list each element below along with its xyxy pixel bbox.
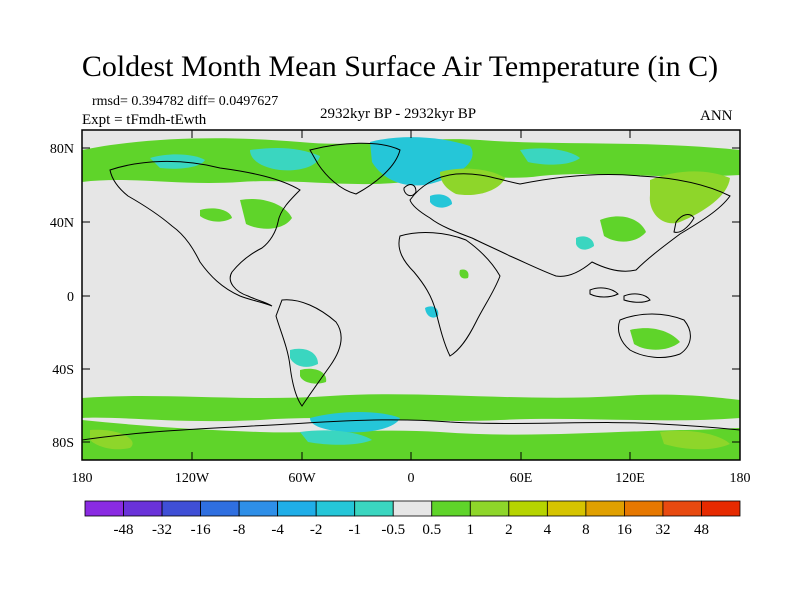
colorbar-swatch [161,500,201,517]
lat-axis: 80N 40N 0 40S 80S [50,142,740,451]
season-label: ANN [700,108,733,124]
colorbar-label: 32 [655,522,670,538]
lat-tick-label: 80N [50,142,74,157]
colorbar-swatch [701,500,741,517]
colorbar-label: -32 [152,522,172,538]
lat-tick-label: 40S [52,363,74,378]
lon-tick-label: 60W [288,471,316,486]
colorbar-label: -1 [348,522,361,538]
colorbar-swatch [84,500,124,517]
lon-tick-label: 120W [175,471,210,486]
lon-tick-label: 120E [615,471,645,486]
colorbar-swatch [469,500,510,517]
colorbar-label: 4 [544,522,552,538]
colorbar-swatch [200,500,240,517]
colorbar-label: -16 [191,522,211,538]
colorbar-label: 2 [505,522,513,538]
lon-tick-label: 0 [408,471,415,486]
colorbar-label: -2 [310,522,323,538]
colorbar-label: 16 [617,522,633,538]
colorbar-swatch [624,500,664,517]
colorbar-swatch [585,500,625,517]
colorbar-swatch [662,500,702,517]
colorbar-label: -4 [271,522,284,538]
colorbar-label: 48 [694,522,709,538]
colorbar-swatch [315,500,356,517]
colorbar-label: 0.5 [422,522,441,538]
colorbar: -48 -32 -16 -8 -4 -2 -1 -0.5 0.5 1 2 4 8 16 32 48 [84,500,741,538]
lon-tick-label: 60E [510,471,533,486]
colorbar-label: -8 [233,522,246,538]
colorbar-label: -0.5 [381,522,405,538]
colorbar-swatch [508,500,548,517]
colorbar-swatch [277,500,317,517]
colorbar-swatch [354,500,394,517]
lat-tick-label: 0 [67,290,74,305]
map-title: Coldest Month Mean Surface Air Temperatu… [81,50,719,83]
lat-tick-label: 40N [50,216,74,231]
experiment-label: Expt = tFmdh-tEwth [82,112,207,128]
colorbar-label: 8 [582,522,590,538]
rmsd-diff-stats: rmsd= 0.394782 diff= 0.0497627 [92,94,279,109]
colorbar-swatch [123,500,163,517]
colorbar-swatch [392,500,433,517]
colorbar-label: -48 [114,522,134,538]
period-label: 2932kyr BP - 2932kyr BP [320,106,477,122]
colorbar-label: 1 [467,522,475,538]
colorbar-swatch [238,500,279,517]
colorbar-swatch [431,500,471,517]
lon-axis: 180 120W 60W 0 60E 120E 180 [72,130,751,486]
colorbar-swatch [546,500,587,517]
lat-tick-label: 80S [52,436,74,451]
lon-tick-label: 180 [730,471,751,486]
lon-tick-label: 180 [72,471,93,486]
coastlines [81,142,741,441]
